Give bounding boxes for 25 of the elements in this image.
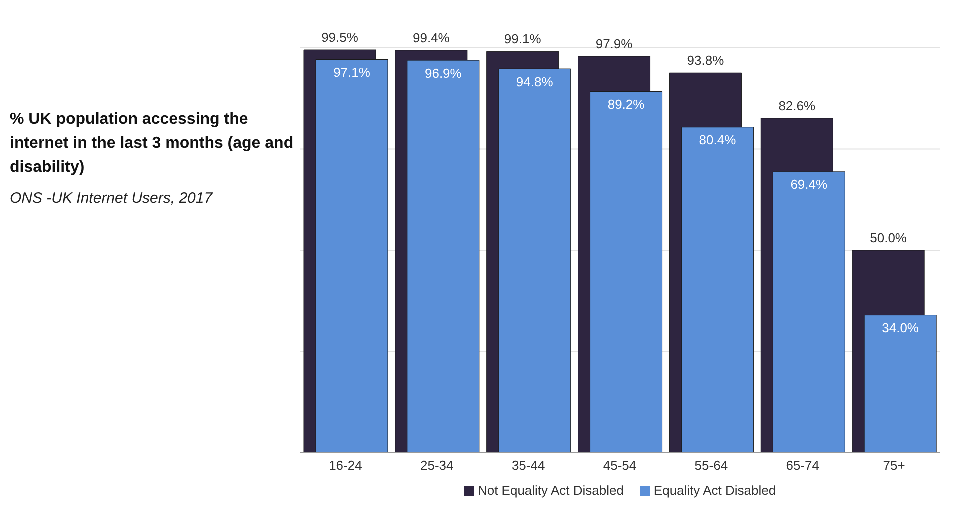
x-tick-label: 25-34: [420, 458, 454, 474]
data-label: 69.4%: [790, 177, 828, 192]
data-label: 99.5%: [322, 30, 359, 46]
data-label: 82.6%: [778, 98, 816, 114]
text: ONS -UK Internet Users, 2017: [10, 190, 214, 207]
x-tick-label: 45-54: [603, 458, 637, 474]
data-label: 94.8%: [516, 74, 554, 90]
data-label: 99.4%: [412, 30, 450, 46]
text: % UK population accessing the internet in the last 3 months (age and disability): [10, 110, 295, 178]
data-label: 97.9%: [596, 36, 634, 52]
data-label: 96.9%: [424, 66, 462, 81]
x-tick-label: 16-24: [329, 458, 362, 474]
data-label: 50.0%: [870, 230, 908, 246]
data-label: 89.2%: [608, 96, 646, 112]
data-label: 34.0%: [882, 320, 920, 336]
x-tick-label: 65-74: [786, 458, 820, 474]
x-tick-label: 55-64: [694, 458, 728, 474]
text: Equality Act Disabled: [654, 483, 776, 498]
legend-label: Not Equality Act Disabled: [478, 483, 624, 498]
data-label: 80.4%: [699, 132, 737, 148]
data-label: 99.1%: [504, 32, 542, 47]
x-tick-label: 75+: [883, 458, 906, 474]
data-label: 97.1%: [334, 64, 371, 80]
data-label: 93.8%: [687, 53, 725, 68]
x-tick-label: 35-44: [512, 458, 546, 474]
